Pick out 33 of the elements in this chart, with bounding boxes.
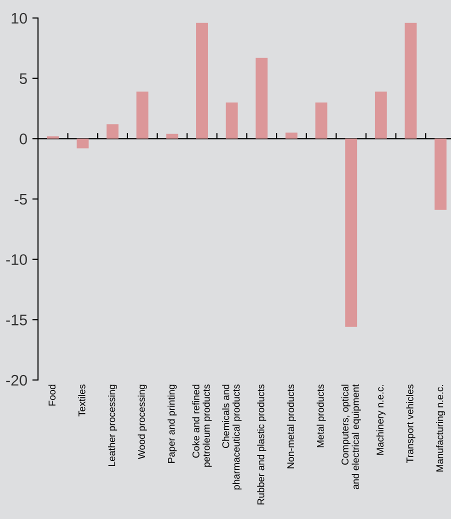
bar — [404, 22, 417, 139]
bar — [286, 132, 298, 139]
bar — [256, 58, 268, 139]
x-tick-label: Food — [48, 384, 56, 406]
y-tick-label: 10 — [12, 12, 27, 24]
y-tick-label: -5 — [14, 194, 27, 205]
bar — [166, 134, 178, 139]
x-tick-label: Paper and printing — [168, 384, 177, 463]
bar — [136, 92, 148, 139]
bar — [374, 92, 387, 139]
bar — [315, 102, 328, 139]
x-tick-label: Non-metal products — [286, 384, 296, 468]
x-tick-label: Machinery n.e.c. — [376, 385, 386, 455]
x-tick-label: Coke and refined petroleum products — [192, 384, 212, 467]
x-tick-label: Transport vehicles — [406, 384, 416, 464]
bar — [106, 124, 119, 139]
x-tick-label: Rubber and plastic products — [257, 384, 266, 504]
bar — [345, 138, 358, 327]
y-tick-label: -15 — [6, 314, 27, 326]
y-tick-label: 0 — [20, 134, 27, 144]
x-tick-label: Textiles — [78, 384, 86, 416]
x-tick-label: Wood processing — [138, 384, 147, 460]
bar — [434, 138, 447, 210]
y-tick-label: 5 — [20, 73, 27, 84]
x-tick-label: Computers, optical and electrical equipment — [341, 384, 361, 490]
bar — [226, 102, 238, 139]
x-tick-label: Manufacturing n.e.c. — [436, 385, 446, 472]
y-tick-label: -20 — [6, 374, 27, 386]
bar — [196, 22, 208, 139]
x-tick-label: Metal products — [316, 384, 326, 448]
bar — [76, 138, 89, 148]
x-tick-label: Leather processing — [108, 384, 118, 466]
y-tick-label: -10 — [6, 254, 27, 266]
